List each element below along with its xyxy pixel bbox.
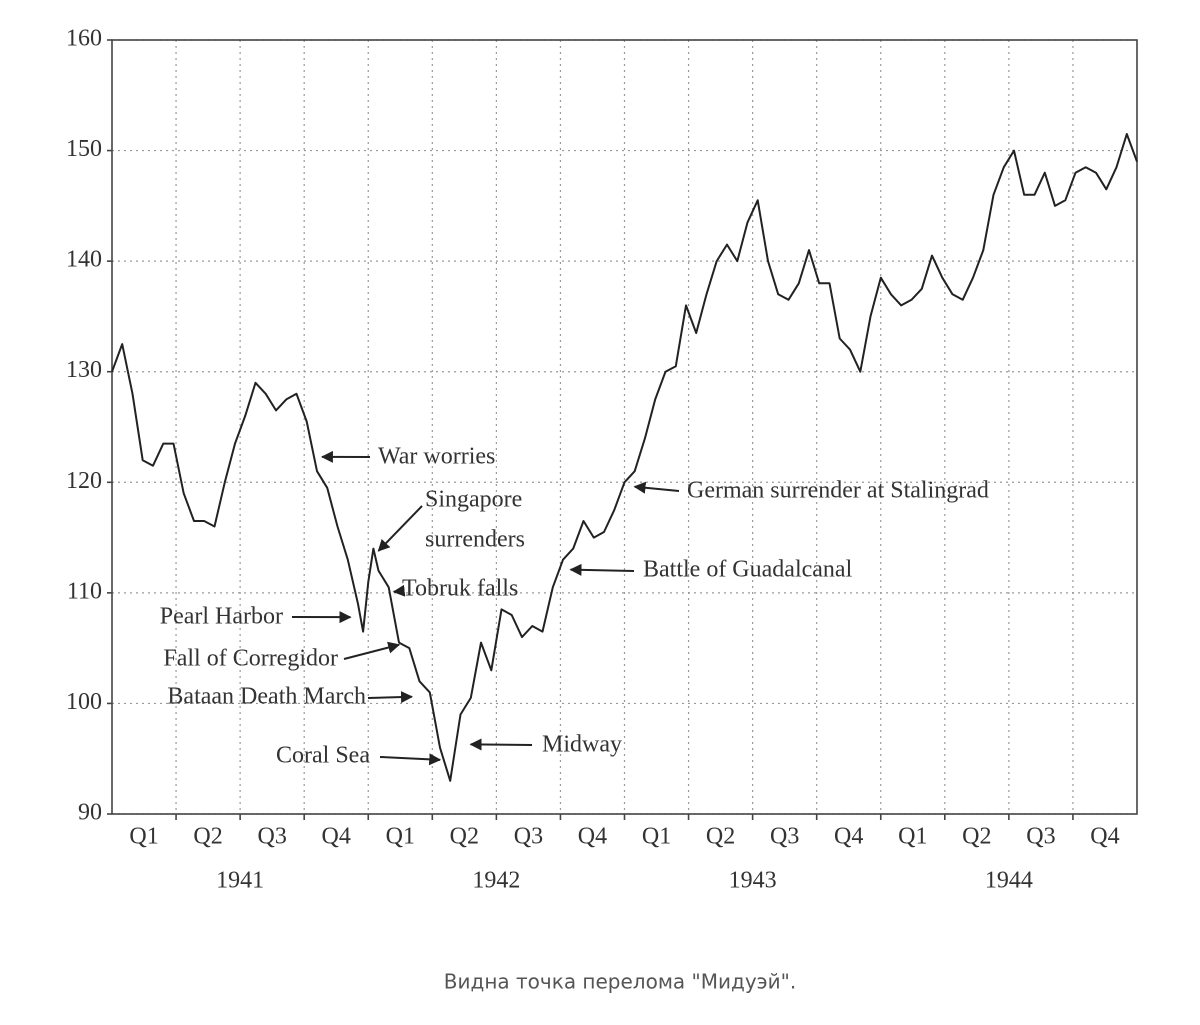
year-label: 1941	[216, 868, 264, 894]
x-tick-label: Q4	[1090, 824, 1119, 850]
annotation-label: Battle of Guadalcanal	[643, 557, 853, 583]
y-tick-label: 90	[78, 800, 102, 826]
x-tick-label: Q3	[257, 824, 286, 850]
x-tick-label: Q3	[514, 824, 543, 850]
annotation-label: Fall of Corregidor	[163, 646, 338, 672]
annotation-label: Bataan Death March	[167, 684, 366, 710]
x-tick-label: Q4	[322, 824, 351, 850]
year-label: 1942	[472, 868, 520, 894]
y-tick-label: 160	[66, 26, 102, 52]
annotation-arrow	[344, 645, 399, 659]
x-tick-label: Q2	[450, 824, 479, 850]
x-tick-label: Q2	[706, 824, 735, 850]
y-tick-label: 140	[66, 247, 102, 273]
y-tick-label: 130	[66, 357, 102, 383]
year-label: 1944	[985, 868, 1033, 894]
annotation-arrow	[635, 487, 679, 491]
x-tick-label: Q1	[129, 824, 158, 850]
x-tick-label: Q2	[193, 824, 222, 850]
x-tick-label: Q4	[834, 824, 863, 850]
y-tick-label: 100	[66, 689, 102, 715]
x-tick-label: Q2	[962, 824, 991, 850]
x-tick-label: Q1	[386, 824, 415, 850]
caption: Видна точка перелома "Мидуэй".	[444, 970, 796, 994]
x-tick-label: Q1	[642, 824, 671, 850]
annotation-label: Singapore	[425, 487, 522, 513]
annotation-label: War worries	[378, 444, 495, 470]
annotation-arrow	[368, 697, 412, 698]
annotation-label: Midway	[542, 732, 622, 758]
annotation-arrow	[471, 744, 532, 745]
annotation-arrow	[380, 757, 440, 760]
annotation-label: Pearl Harbor	[160, 604, 283, 630]
annotation-arrow	[379, 506, 423, 551]
x-tick-label: Q4	[578, 824, 607, 850]
y-tick-label: 120	[66, 468, 102, 494]
annotation-label: surrenders	[425, 527, 525, 553]
x-tick-label: Q3	[1026, 824, 1055, 850]
annotation-label: German surrender at Stalingrad	[687, 478, 989, 504]
annotation-arrow	[394, 591, 402, 592]
annotation-arrow	[571, 570, 634, 571]
x-tick-label: Q3	[770, 824, 799, 850]
annotation-label: Tobruk falls	[402, 576, 518, 602]
y-tick-label: 150	[66, 136, 102, 162]
annotation-label: Coral Sea	[276, 743, 370, 769]
y-tick-label: 110	[67, 578, 102, 604]
x-tick-label: Q1	[898, 824, 927, 850]
year-label: 1943	[729, 868, 777, 894]
